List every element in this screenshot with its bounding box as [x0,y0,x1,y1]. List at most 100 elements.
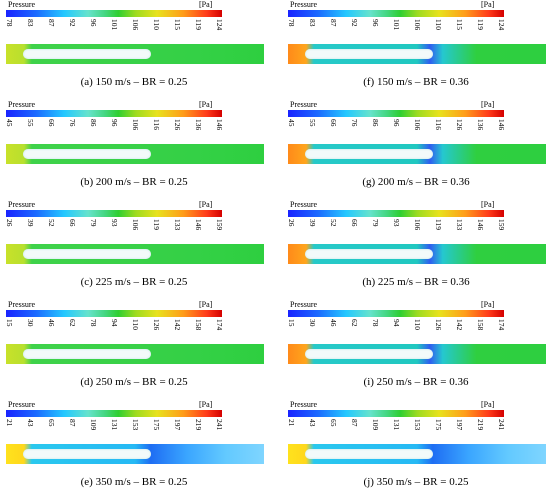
colorbar [6,210,222,217]
tick-text: 158 [194,319,203,331]
tick-text: 146 [497,119,506,131]
caption: (i) 250 m/s – BR = 0.36 [363,376,469,388]
tick-text: 116 [434,119,443,130]
tick-text: 66 [350,219,359,227]
tick-text: 78 [287,19,296,27]
tick-text: 46 [47,319,56,327]
caption: (h) 225 m/s – BR = 0.36 [362,276,470,288]
colorbar-unit: [Pa] [481,200,495,209]
panel-a: Pressure [Pa] (a) 150 m/s – BR = 0.25 78… [3,0,265,96]
tick-text: 92 [350,19,359,27]
tick-text: 124 [497,19,506,31]
tick-text: 106 [413,219,422,231]
tick-text: 133 [455,219,464,231]
tick-text: 30 [308,319,317,327]
tick-text: 62 [350,319,359,327]
tick-text: 115 [455,19,464,30]
tick-text: 76 [68,119,77,127]
tick-text: 219 [194,419,203,431]
colorbar [288,210,504,217]
tick-text: 15 [5,319,14,327]
caption: (f) 150 m/s – BR = 0.36 [363,76,469,88]
tick-text: 93 [110,219,119,227]
tick-text: 110 [152,19,161,30]
colorbar [288,10,504,17]
colorbar [6,10,222,17]
colorbar-unit: [Pa] [199,0,213,9]
caption: (c) 225 m/s – BR = 0.25 [80,276,188,288]
tick-text: 52 [329,219,338,227]
tick-text: 96 [110,119,119,127]
flow-channel [305,449,433,459]
colorbar [6,410,222,417]
colorbar-title: Pressure [8,0,36,9]
flow-channel [305,249,433,259]
tick-text: 116 [152,119,161,130]
tick-text: 126 [173,119,182,131]
tick-text: 87 [47,19,56,27]
panel-f: Pressure [Pa] (f) 150 m/s – BR = 0.36 78… [285,0,547,96]
tick-text: 21 [287,419,296,427]
tick-text: 83 [308,19,317,27]
tick-text: 174 [215,319,224,331]
tick-text: 66 [68,219,77,227]
tick-text: 52 [47,219,56,227]
tick-text: 159 [497,219,506,231]
caption: (e) 350 m/s – BR = 0.25 [80,476,188,488]
tick-text: 197 [173,419,182,431]
tick-text: 15 [287,319,296,327]
panel-g: Pressure [Pa] (g) 200 m/s – BR = 0.36 45… [285,100,547,196]
flow-channel [23,249,151,259]
tick-text: 119 [476,19,485,30]
flow-channel [23,449,151,459]
colorbar-title: Pressure [290,400,318,409]
caption: (g) 200 m/s – BR = 0.36 [362,176,470,188]
tick-text: 96 [89,19,98,27]
tick-text: 119 [152,219,161,230]
tick-text: 55 [308,119,317,127]
tick-text: 106 [413,119,422,131]
tick-text: 96 [392,119,401,127]
colorbar-unit: [Pa] [481,400,495,409]
tick-text: 136 [476,119,485,131]
tick-text: 158 [476,319,485,331]
tick-text: 146 [476,219,485,231]
tick-text: 174 [497,319,506,331]
caption: (j) 350 m/s – BR = 0.25 [363,476,469,488]
tick-text: 197 [455,419,464,431]
tick-text: 153 [413,419,422,431]
tick-text: 136 [194,119,203,131]
tick-text: 93 [392,219,401,227]
panel-b: Pressure [Pa] (b) 200 m/s – BR = 0.25 45… [3,100,265,196]
colorbar [6,310,222,317]
caption: (a) 150 m/s – BR = 0.25 [80,76,188,88]
tick-text: 126 [434,319,443,331]
colorbar-unit: [Pa] [199,400,213,409]
flow-channel [305,349,433,359]
panel-e: Pressure [Pa] (e) 350 m/s – BR = 0.25 21… [3,400,265,496]
tick-text: 110 [434,19,443,30]
caption: (b) 200 m/s – BR = 0.25 [80,176,188,188]
colorbar-unit: [Pa] [199,100,213,109]
colorbar-title: Pressure [8,100,36,109]
tick-text: 126 [152,319,161,331]
colorbar-unit: [Pa] [199,200,213,209]
tick-text: 94 [392,319,401,327]
tick-text: 110 [413,319,422,330]
tick-text: 241 [497,419,506,431]
tick-text: 45 [287,119,296,127]
tick-text: 94 [110,319,119,327]
tick-text: 46 [329,319,338,327]
tick-text: 39 [26,219,35,227]
flow-channel [305,49,433,59]
tick-text: 76 [350,119,359,127]
tick-text: 21 [5,419,14,427]
tick-text: 78 [371,319,380,327]
tick-text: 101 [392,19,401,31]
tick-text: 146 [215,119,224,131]
tick-text: 79 [89,219,98,227]
tick-text: 65 [329,419,338,427]
tick-text: 124 [215,19,224,31]
tick-text: 142 [455,319,464,331]
flow-channel [23,349,151,359]
